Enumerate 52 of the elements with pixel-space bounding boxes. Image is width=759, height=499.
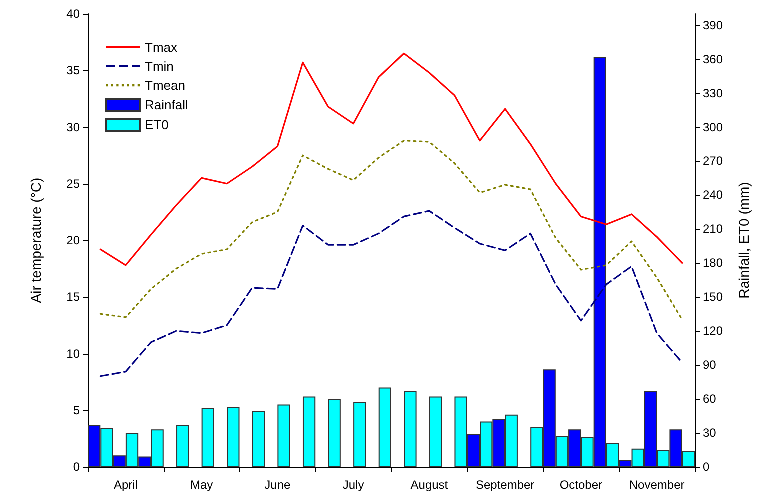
y2-tick-label: 360 (703, 52, 724, 66)
legend-label: Tmean (145, 78, 186, 93)
line-series (100, 140, 684, 321)
bar (302, 396, 316, 467)
bar (202, 408, 214, 467)
y-tick-label: 40 (66, 7, 80, 21)
y2-tick-label: 150 (703, 290, 724, 304)
y2-tick-label: 390 (703, 18, 724, 32)
y2-tick-label: 90 (703, 358, 717, 372)
legend-label: Rainfall (145, 98, 188, 112)
bar (404, 391, 417, 467)
y2-tick-label: 300 (703, 120, 724, 134)
x-tick-label: June (264, 478, 292, 492)
y2-tick-label: 120 (703, 324, 724, 338)
bar (227, 406, 240, 467)
y-axis-title: Air temperature (°C) (28, 178, 44, 304)
bar (278, 404, 290, 467)
y2-tick-label: 270 (703, 154, 724, 168)
x-tick-label: November (629, 478, 685, 492)
y-tick-label: 15 (66, 290, 80, 304)
line-series (100, 52, 684, 266)
x-tick-label: September (476, 478, 535, 492)
x-tick-label: August (410, 478, 449, 492)
y-tick-label: 35 (66, 64, 80, 78)
y-tick-label: 25 (66, 176, 80, 191)
y2-axis-title: Rainfall, ET0 (mm) (736, 182, 752, 299)
legend-label: Tmin (145, 59, 174, 74)
y2-tick-label: 240 (703, 188, 724, 202)
bar (176, 425, 190, 467)
x-tick-label: October (560, 478, 603, 492)
legend-label: Tmax (145, 40, 178, 55)
x-tick-label: May (190, 478, 214, 492)
y2-tick-label: 330 (703, 86, 724, 100)
bar (328, 399, 341, 467)
y2-tick-label: 210 (703, 222, 724, 236)
x-tick-label: April (114, 478, 138, 492)
legend-label: ET0 (145, 118, 169, 132)
line-series (100, 210, 684, 378)
y2-tick-label: 30 (703, 426, 717, 440)
y-tick-label: 20 (66, 234, 80, 248)
y2-tick-label: 0 (703, 460, 710, 474)
y2-tick-label: 180 (703, 256, 724, 270)
y-tick-label: 30 (66, 120, 80, 134)
x-tick-label: July (342, 478, 364, 492)
y2-tick-label: 60 (703, 392, 717, 406)
bar (378, 388, 392, 467)
y-tick-label: 5 (73, 403, 80, 418)
y-tick-label: 0 (73, 460, 80, 474)
bar (354, 402, 366, 467)
bar (252, 412, 266, 467)
y-tick-label: 10 (66, 346, 80, 361)
bar (429, 396, 442, 467)
